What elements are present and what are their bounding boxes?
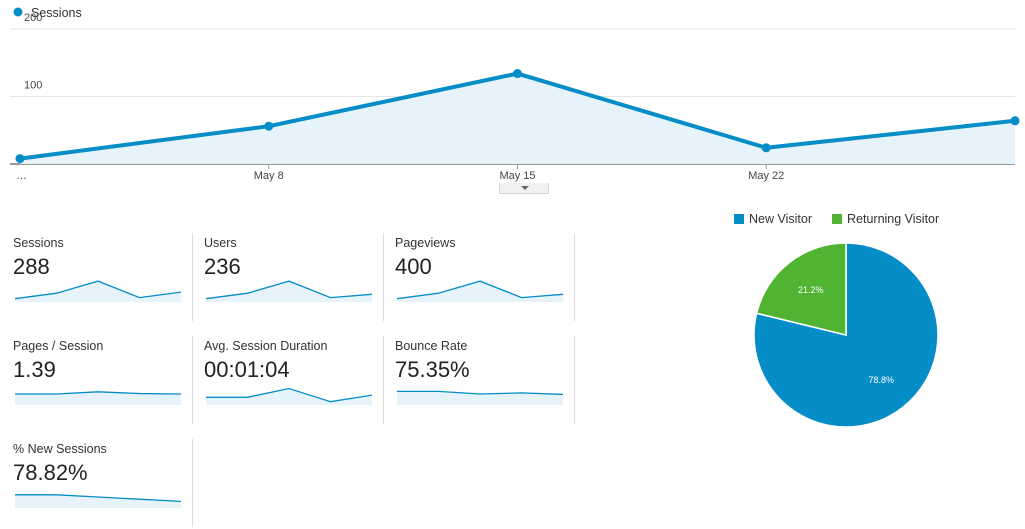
x-tick-label: May 8	[254, 170, 284, 182]
metric-label: Users	[204, 236, 237, 250]
sessions-data-point[interactable]	[513, 69, 522, 79]
y-tick-label: 200	[24, 12, 42, 24]
sparkline-line	[15, 391, 182, 395]
tile-divider	[192, 439, 193, 527]
pie-slice[interactable]	[755, 242, 847, 336]
sparkline-area	[15, 391, 181, 405]
pie-legend-swatch	[832, 214, 842, 224]
sessions-data-point[interactable]	[761, 143, 771, 153]
x-tick-label: May 22	[748, 170, 784, 182]
pie-legend-swatch	[734, 214, 744, 224]
sessions-data-point[interactable]	[264, 121, 274, 131]
metric-tile[interactable]: Pageviews 400	[382, 233, 575, 323]
metric-sparkline	[397, 390, 564, 405]
metric-tile[interactable]: % New Sessions 78.82%	[0, 439, 193, 529]
metric-value: 288	[13, 254, 50, 279]
metric-sparkline	[396, 280, 564, 302]
legend-label-sessions: Sessions	[31, 6, 82, 20]
sparkline-line	[206, 387, 373, 403]
metric-sparkline	[15, 494, 182, 508]
metric-label: Pageviews	[395, 236, 456, 250]
metric-tile[interactable]: Pages / Session 1.39	[0, 336, 193, 426]
sparkline-area	[15, 281, 181, 302]
sparkline-area	[206, 281, 372, 302]
metric-value: 236	[204, 254, 241, 279]
metric-sparkline	[15, 391, 182, 405]
metric-value: 1.39	[13, 357, 56, 382]
metric-sparkline	[14, 280, 182, 302]
tile-divider	[383, 336, 384, 424]
sessions-area-fill	[20, 73, 1015, 164]
metric-label: Avg. Session Duration	[204, 339, 328, 353]
metric-value: 75.35%	[395, 357, 470, 382]
tile-divider	[574, 336, 575, 424]
sparkline-area	[397, 281, 563, 302]
metric-tile[interactable]: Avg. Session Duration 00:01:04	[191, 336, 384, 426]
sessions-data-point[interactable]	[1010, 116, 1020, 126]
tile-divider	[192, 233, 193, 321]
sparkline-line	[397, 390, 564, 396]
metric-tile[interactable]: Bounce Rate 75.35%	[382, 336, 575, 426]
tile-divider	[574, 233, 575, 321]
legend-marker-sessions	[13, 7, 23, 17]
sparkline-line	[396, 280, 564, 300]
metric-tile[interactable]: Sessions 288	[0, 233, 193, 323]
metric-sparkline	[205, 280, 373, 302]
tile-divider	[192, 336, 193, 424]
sparkline-line	[15, 494, 182, 503]
metric-label: Sessions	[13, 236, 64, 250]
metric-sparkline	[206, 387, 373, 405]
pie-legend-label[interactable]: Returning Visitor	[847, 212, 939, 226]
x-tick-label: May 15	[499, 170, 535, 182]
y-tick-label: 100	[24, 80, 42, 92]
metric-value: 400	[395, 254, 432, 279]
tile-divider	[383, 233, 384, 321]
metric-tile[interactable]: Users 236	[191, 233, 384, 323]
metric-label: Bounce Rate	[395, 339, 468, 353]
chevron-down-icon	[521, 186, 529, 190]
sparkline-line	[14, 280, 182, 300]
chart-expand-handle[interactable]	[499, 183, 549, 194]
sparkline-line	[205, 280, 373, 300]
pie-slice-label: 21.2%	[798, 285, 824, 295]
sparkline-area	[206, 388, 372, 405]
sparkline-area	[397, 391, 563, 405]
x-tick-label: …	[16, 170, 27, 182]
metric-label: % New Sessions	[13, 442, 107, 456]
visitor-pie-chart: New Visitor Returning Visitor 78.8% 21.2%	[734, 212, 939, 428]
sessions-data-point[interactable]	[15, 154, 25, 164]
metric-value: 78.82%	[13, 460, 88, 485]
metric-label: Pages / Session	[13, 339, 104, 353]
pie-slice-label: 78.8%	[868, 375, 894, 385]
pie-legend-label[interactable]: New Visitor	[749, 212, 812, 226]
sessions-line-chart: Sessions 100 200 … May 8 May 15 May 22	[10, 6, 1020, 182]
metric-value: 00:01:04	[204, 357, 290, 382]
